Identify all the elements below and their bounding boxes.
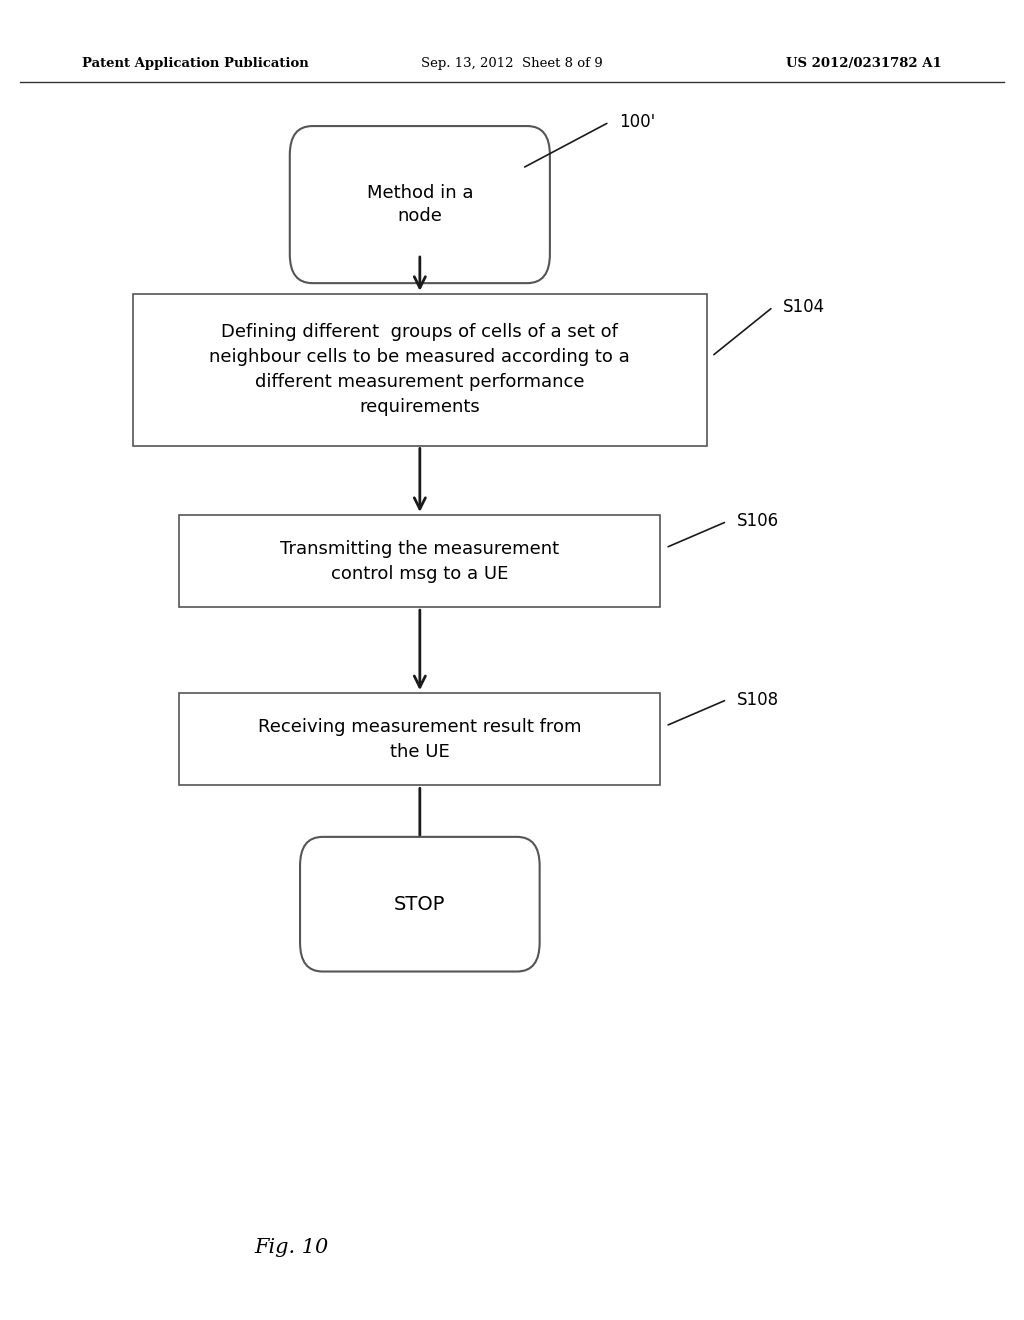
Text: US 2012/0231782 A1: US 2012/0231782 A1 [786, 57, 942, 70]
FancyBboxPatch shape [179, 515, 660, 607]
FancyBboxPatch shape [179, 693, 660, 785]
Text: S108: S108 [737, 690, 779, 709]
Text: S104: S104 [783, 298, 825, 315]
Text: Fig. 10: Fig. 10 [255, 1238, 329, 1257]
Text: Transmitting the measurement
control msg to a UE: Transmitting the measurement control msg… [281, 540, 559, 582]
Text: 100': 100' [620, 114, 655, 131]
FancyBboxPatch shape [290, 125, 550, 284]
Text: S106: S106 [737, 512, 779, 531]
FancyBboxPatch shape [300, 837, 540, 972]
Text: Defining different  groups of cells of a set of
neighbour cells to be measured a: Defining different groups of cells of a … [210, 323, 630, 416]
Text: STOP: STOP [394, 895, 445, 913]
Text: Receiving measurement result from
the UE: Receiving measurement result from the UE [258, 718, 582, 760]
FancyBboxPatch shape [133, 294, 707, 446]
Text: Sep. 13, 2012  Sheet 8 of 9: Sep. 13, 2012 Sheet 8 of 9 [421, 57, 603, 70]
Text: Patent Application Publication: Patent Application Publication [82, 57, 308, 70]
Text: Method in a
node: Method in a node [367, 183, 473, 226]
